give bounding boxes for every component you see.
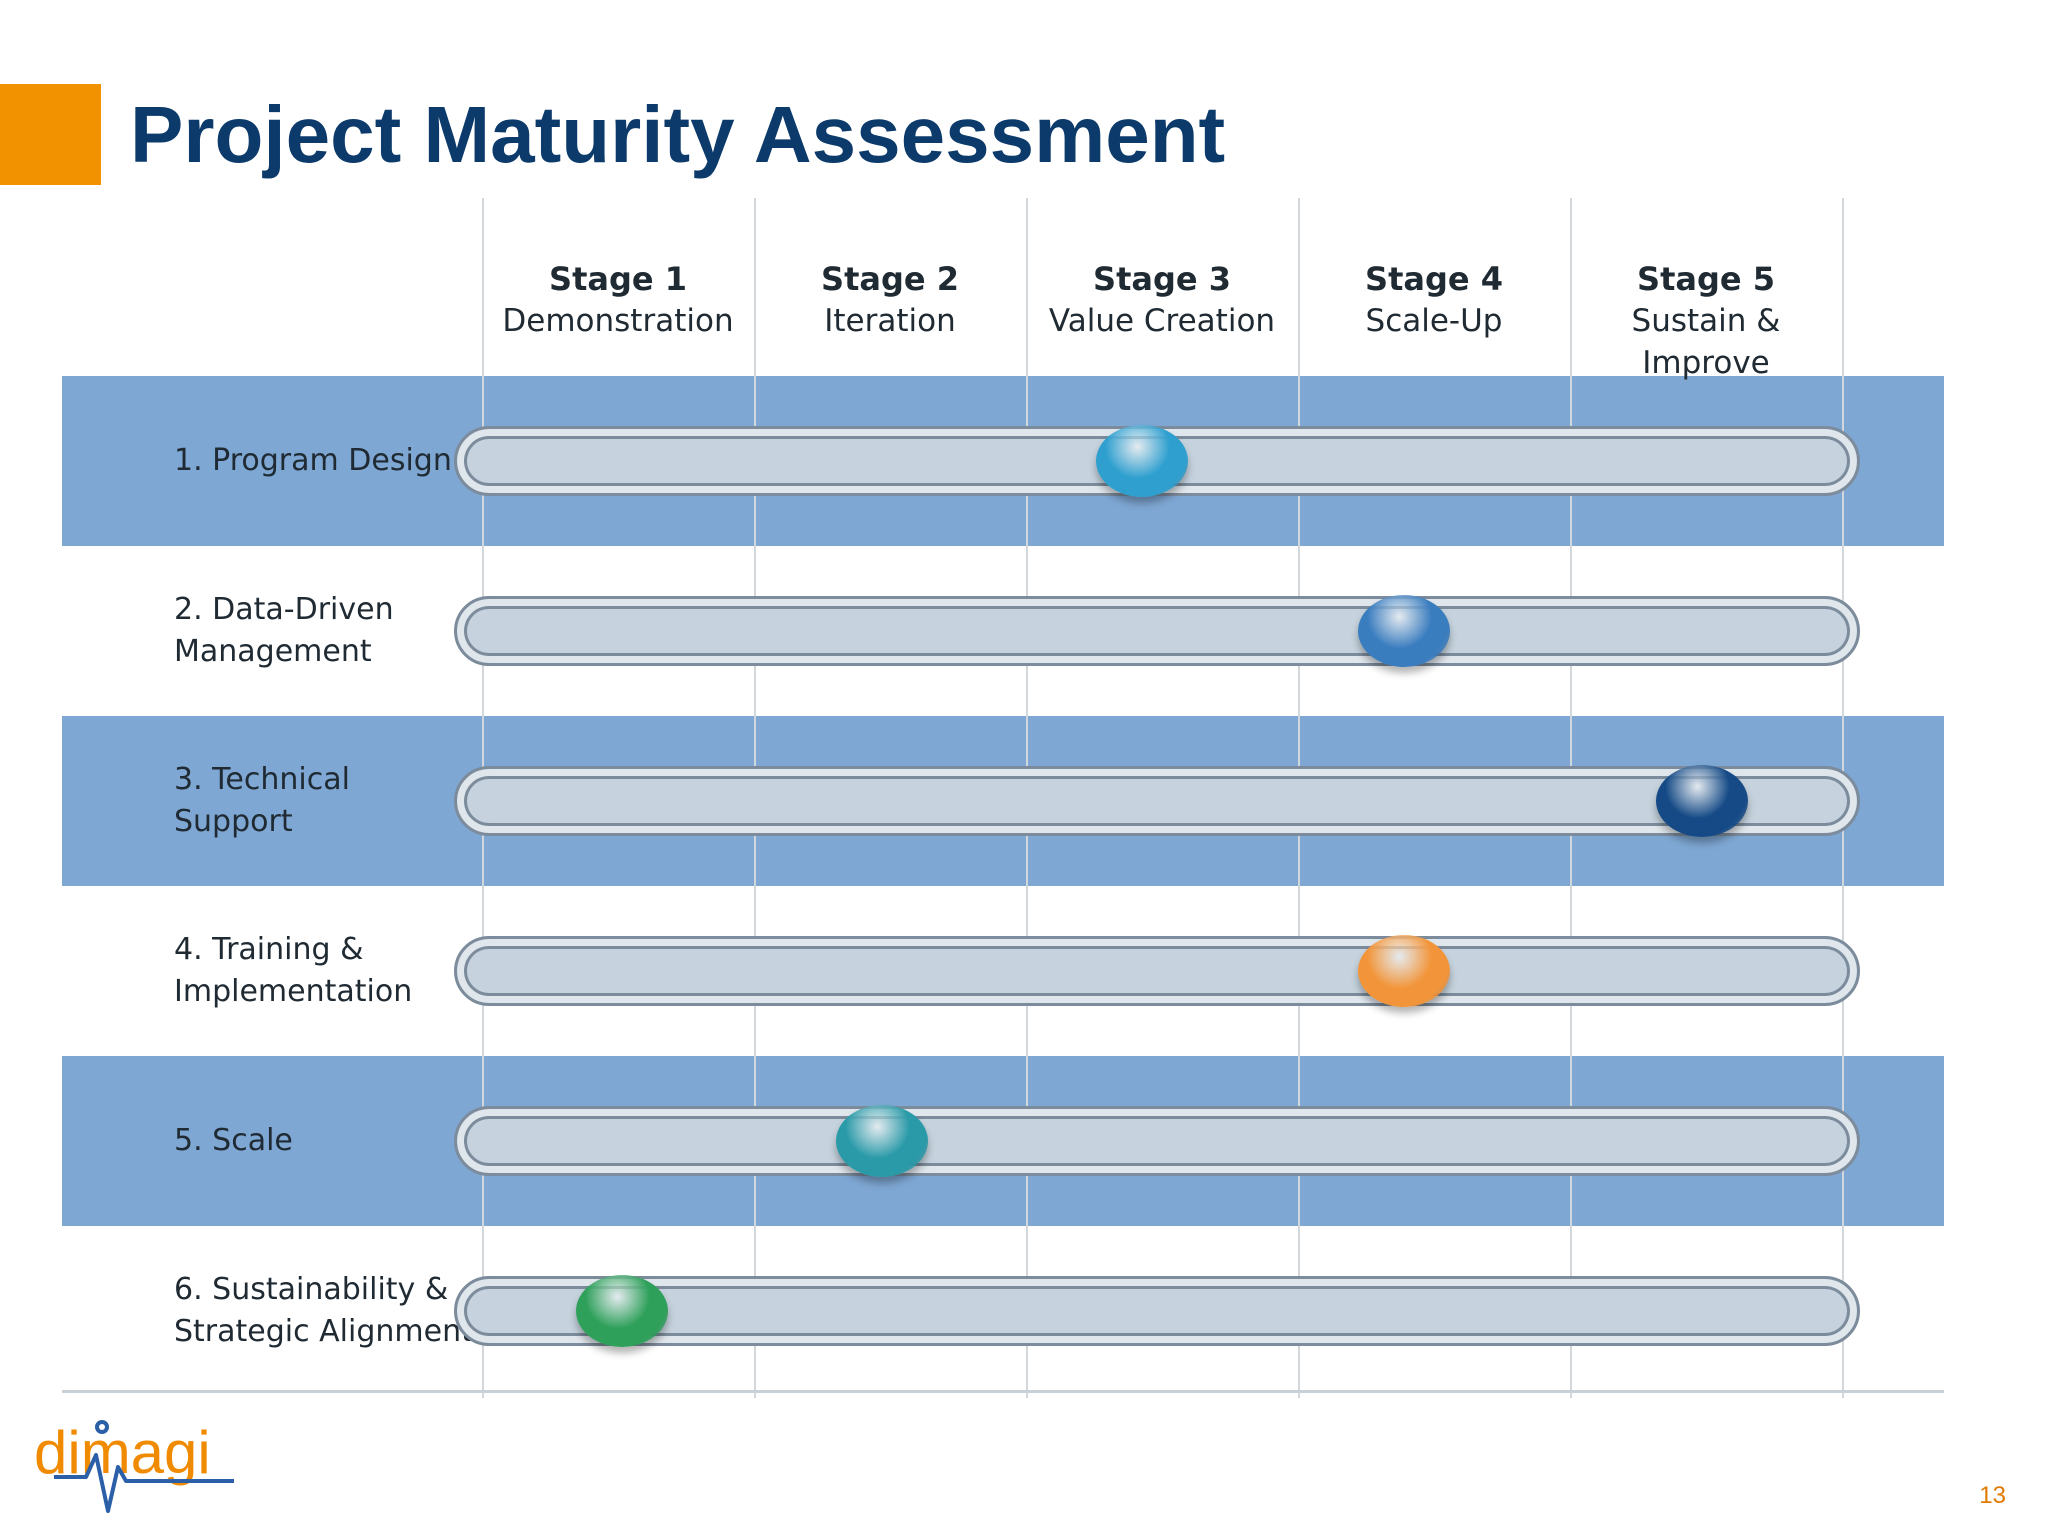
progress-track bbox=[454, 596, 1860, 666]
stage-header-3: Stage 3 Value Creation bbox=[1026, 258, 1298, 342]
stage-marker bbox=[1096, 425, 1188, 497]
row-label: 3. Technical Support bbox=[174, 762, 350, 839]
stage-marker bbox=[576, 1275, 668, 1347]
page-number: 13 bbox=[1979, 1482, 2006, 1509]
stage-name: Demonstration bbox=[502, 303, 734, 339]
stage-number: Stage 2 bbox=[821, 260, 959, 298]
slide-title: Project Maturity Assessment bbox=[130, 90, 1226, 179]
stage-marker bbox=[836, 1105, 928, 1177]
stage-number: Stage 3 bbox=[1093, 260, 1231, 298]
row-label: 6. Sustainability & Strategic Alignment bbox=[174, 1272, 473, 1349]
maturity-diagram: Stage 1 Demonstration Stage 2 Iteration Stag… bbox=[62, 198, 1944, 1398]
stage-marker bbox=[1656, 765, 1748, 837]
row-label: 5. Scale bbox=[174, 1123, 293, 1158]
stage-header-5: Stage 5 Sustain & Improve bbox=[1570, 258, 1842, 384]
stage-header-4: Stage 4 Scale-Up bbox=[1298, 258, 1570, 342]
stage-marker bbox=[1358, 595, 1450, 667]
stage-number: Stage 5 bbox=[1637, 260, 1775, 298]
title-accent-block bbox=[0, 84, 101, 185]
row-label: 1. Program Design bbox=[174, 443, 452, 478]
row-label: 2. Data-Driven Management bbox=[174, 592, 394, 669]
progress-track bbox=[454, 1276, 1860, 1346]
stage-name: Scale-Up bbox=[1365, 303, 1503, 339]
stage-number: Stage 4 bbox=[1365, 260, 1503, 298]
stage-name: Sustain & Improve bbox=[1631, 303, 1781, 381]
row-label: 4. Training & Implementation bbox=[174, 932, 413, 1009]
progress-track bbox=[454, 936, 1860, 1006]
stage-number: Stage 1 bbox=[549, 260, 687, 298]
dimagi-logo-icon: dimagi bbox=[34, 1419, 234, 1513]
progress-track bbox=[454, 1106, 1860, 1176]
stage-header-2: Stage 2 Iteration bbox=[754, 258, 1026, 342]
stage-name: Value Creation bbox=[1048, 303, 1276, 339]
diagram-bottom-line bbox=[62, 1390, 1944, 1393]
stage-name: Iteration bbox=[824, 303, 956, 339]
stage-marker bbox=[1358, 935, 1450, 1007]
stage-header-1: Stage 1 Demonstration bbox=[482, 258, 754, 342]
progress-track bbox=[454, 766, 1860, 836]
